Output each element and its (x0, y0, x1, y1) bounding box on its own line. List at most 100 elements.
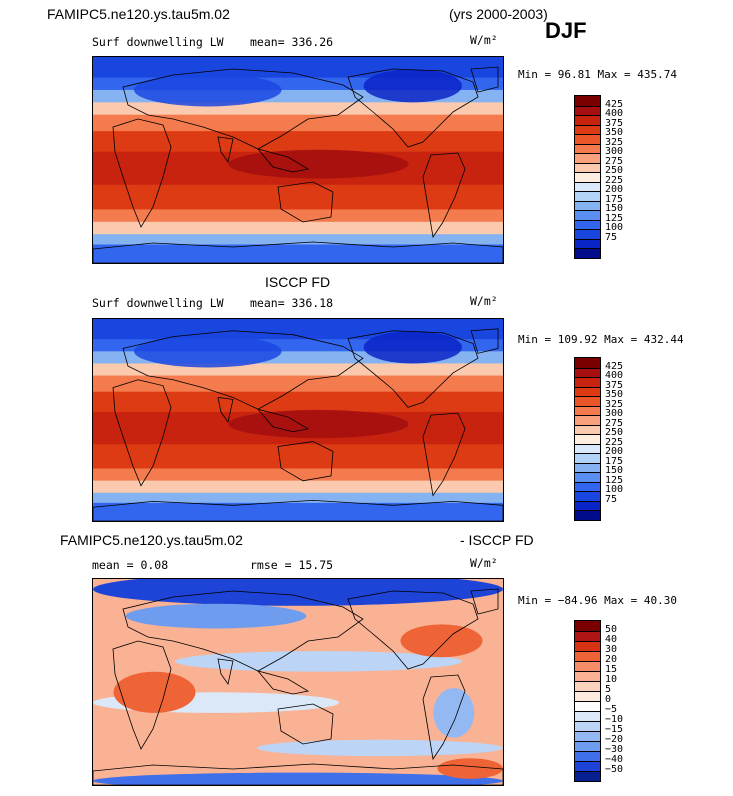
colorbar-tick-label: −30 (605, 744, 624, 755)
colorbar-swatch (575, 153, 600, 163)
colorbar-tick-label: 0 (605, 694, 612, 705)
colorbar-swatch (575, 771, 600, 781)
colorbar-swatch (575, 631, 600, 641)
contour-band (93, 131, 503, 153)
colorbar-swatch (575, 405, 600, 416)
colorbar-swatch (575, 210, 600, 220)
coastline (217, 658, 234, 685)
colorbar-swatch (575, 396, 600, 406)
contour-band (93, 502, 503, 521)
colorbar-tick-label: 50 (605, 624, 618, 635)
colorbar-swatch (575, 162, 600, 173)
colorbar-swatch (575, 721, 600, 731)
colorbar-tick-label: 275 (605, 155, 624, 167)
colorbar-swatch (575, 472, 600, 482)
panel2-units: W/m² (470, 294, 498, 308)
coastline (217, 136, 234, 163)
colorbar-tick-label: 325 (605, 136, 624, 148)
cold-region (363, 331, 462, 364)
coastline (122, 590, 364, 672)
colorbar-swatch (575, 761, 600, 771)
colorbar-swatch (575, 248, 600, 258)
colorbar-tick-label: 125 (605, 212, 624, 224)
colorbar-swatch (575, 386, 600, 397)
coastline (256, 670, 310, 695)
contour-region (433, 688, 475, 738)
colorbar-swatch (575, 434, 600, 444)
panel3-minmax: Min = −84.96 Max = 40.30 (518, 594, 677, 607)
contour-region (175, 651, 462, 672)
colorbar-swatch (575, 229, 600, 239)
coastline (470, 328, 499, 354)
colorbar-swatch (575, 143, 600, 154)
contour-region (257, 739, 503, 757)
season-label: DJF (545, 18, 587, 43)
warm-pool-region (228, 149, 409, 179)
colorbar-swatch (575, 238, 600, 249)
coastline (347, 590, 479, 670)
coastline (256, 408, 310, 433)
coastline (122, 68, 364, 150)
colorbar-tick-label: 150 (605, 465, 624, 477)
colorbar-swatch (575, 691, 600, 701)
colorbar-tick-label: −5 (605, 704, 618, 715)
colorbar-swatch (575, 367, 600, 378)
panel3-heading-left: FAMIPC5.ne120.ys.tau5m.02 (60, 532, 243, 548)
colorbar-swatch (575, 415, 600, 425)
panel1-colorbar (574, 95, 601, 259)
contour-region (400, 624, 483, 658)
contour-band (93, 221, 503, 236)
colorbar-swatch (575, 500, 600, 511)
panel3-map (92, 578, 504, 786)
colorbar-tick-label: −50 (605, 764, 624, 775)
colorbar-tick-label: 250 (605, 165, 624, 177)
contour-region (125, 603, 307, 629)
colorbar-tick-label: 400 (605, 108, 624, 120)
colorbar-tick-label: 225 (605, 174, 624, 186)
colorbar-swatch (575, 462, 600, 473)
contour-band (93, 468, 503, 482)
colorbar-tick-label: 100 (605, 484, 624, 496)
coastline (277, 181, 334, 223)
field-plot (93, 319, 503, 521)
panel2-map (92, 318, 504, 522)
colorbar-tick-label: 20 (605, 654, 618, 665)
contour-region (93, 772, 503, 785)
panel1-units: W/m² (470, 33, 498, 47)
contour-band (93, 375, 503, 393)
colorbar-swatch (575, 443, 600, 454)
colorbar-tick-label: −20 (605, 734, 624, 745)
colorbar-tick-label: 150 (605, 203, 624, 215)
coastline (217, 396, 234, 423)
cold-region (363, 69, 462, 103)
colorbar-tick-label: 425 (605, 360, 624, 372)
colorbar-swatch (575, 731, 600, 741)
colorbar-tick-label: −15 (605, 724, 624, 735)
contour-region (437, 758, 503, 779)
colorbar-tick-label: −40 (605, 754, 624, 765)
colorbar-swatch (575, 701, 600, 711)
panel2-minmax: Min = 109.92 Max = 432.44 (518, 333, 684, 346)
colorbar-tick-label: 75 (605, 231, 618, 243)
colorbar-swatch (575, 481, 600, 492)
colorbar-tick-label: 350 (605, 127, 624, 139)
coastline (122, 330, 364, 410)
coastline (112, 640, 172, 750)
colorbar-tick-label: 225 (605, 436, 624, 448)
colorbar-tick-label: 175 (605, 455, 624, 467)
contour-band (93, 102, 503, 116)
case-title: FAMIPC5.ne120.ys.tau5m.02 (47, 6, 230, 22)
field-plot (93, 57, 503, 263)
contour-band (93, 244, 503, 263)
colorbar-swatch (575, 751, 600, 761)
colorbar-tick-label: 175 (605, 193, 624, 205)
colorbar-tick-label: 300 (605, 408, 624, 420)
coastline (277, 703, 334, 745)
coastline (347, 68, 479, 148)
contour-band (93, 234, 503, 246)
warm-pool-region (228, 409, 409, 439)
coastline (422, 412, 466, 497)
panel2-variable-label: Surf downwelling LW (92, 296, 224, 310)
panel3-colorbar (574, 620, 601, 782)
panel1-map (92, 56, 504, 264)
